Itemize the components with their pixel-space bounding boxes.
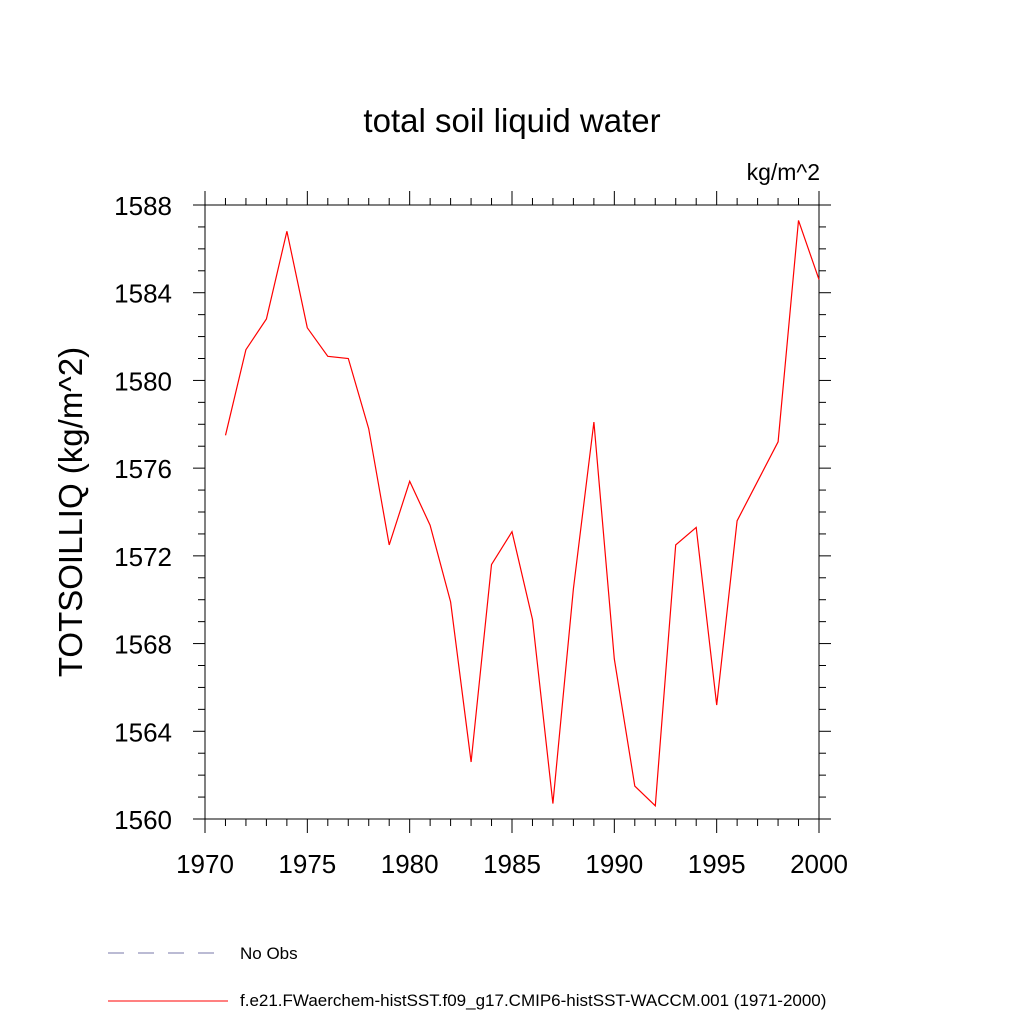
plot-frame — [204, 204, 820, 820]
y-axis-label: TOTSOILLIQ (kg/m^2) — [52, 347, 89, 677]
y-tick-label: 1580 — [114, 366, 172, 396]
y-tick-label: 1576 — [114, 454, 172, 484]
series-group — [224, 220, 820, 808]
x-tick-label: 1990 — [585, 849, 643, 879]
y-tick-label: 1568 — [114, 630, 172, 660]
legend-label-no-obs: No Obs — [240, 944, 298, 963]
chart-title: total soil liquid water — [363, 102, 660, 139]
x-tick-label: 1995 — [688, 849, 746, 879]
y-tick-label: 1584 — [114, 279, 172, 309]
y-tick-label: 1588 — [114, 191, 172, 221]
y-tick-label: 1560 — [114, 805, 172, 835]
legend: No Obs f.e21.FWaerchem-histSST.f09_g17.C… — [108, 944, 826, 1010]
axis-ticks — [193, 191, 831, 833]
x-tick-label: 1980 — [381, 849, 439, 879]
x-tick-labels: 1970 1975 1980 1985 1990 1995 2000 — [176, 849, 848, 879]
x-tick-label: 2000 — [790, 849, 848, 879]
legend-label-model: f.e21.FWaerchem-histSST.f09_g17.CMIP6-hi… — [240, 991, 826, 1010]
x-tick-label: 1975 — [278, 849, 336, 879]
units-label: kg/m^2 — [747, 159, 820, 185]
y-tick-labels: 1560 1564 1568 1572 1576 1580 1584 1588 — [114, 191, 172, 835]
y-tick-label: 1572 — [114, 542, 172, 572]
x-tick-label: 1985 — [483, 849, 541, 879]
x-tick-label: 1970 — [176, 849, 234, 879]
y-tick-label: 1564 — [114, 717, 172, 747]
series-line — [224, 220, 820, 808]
